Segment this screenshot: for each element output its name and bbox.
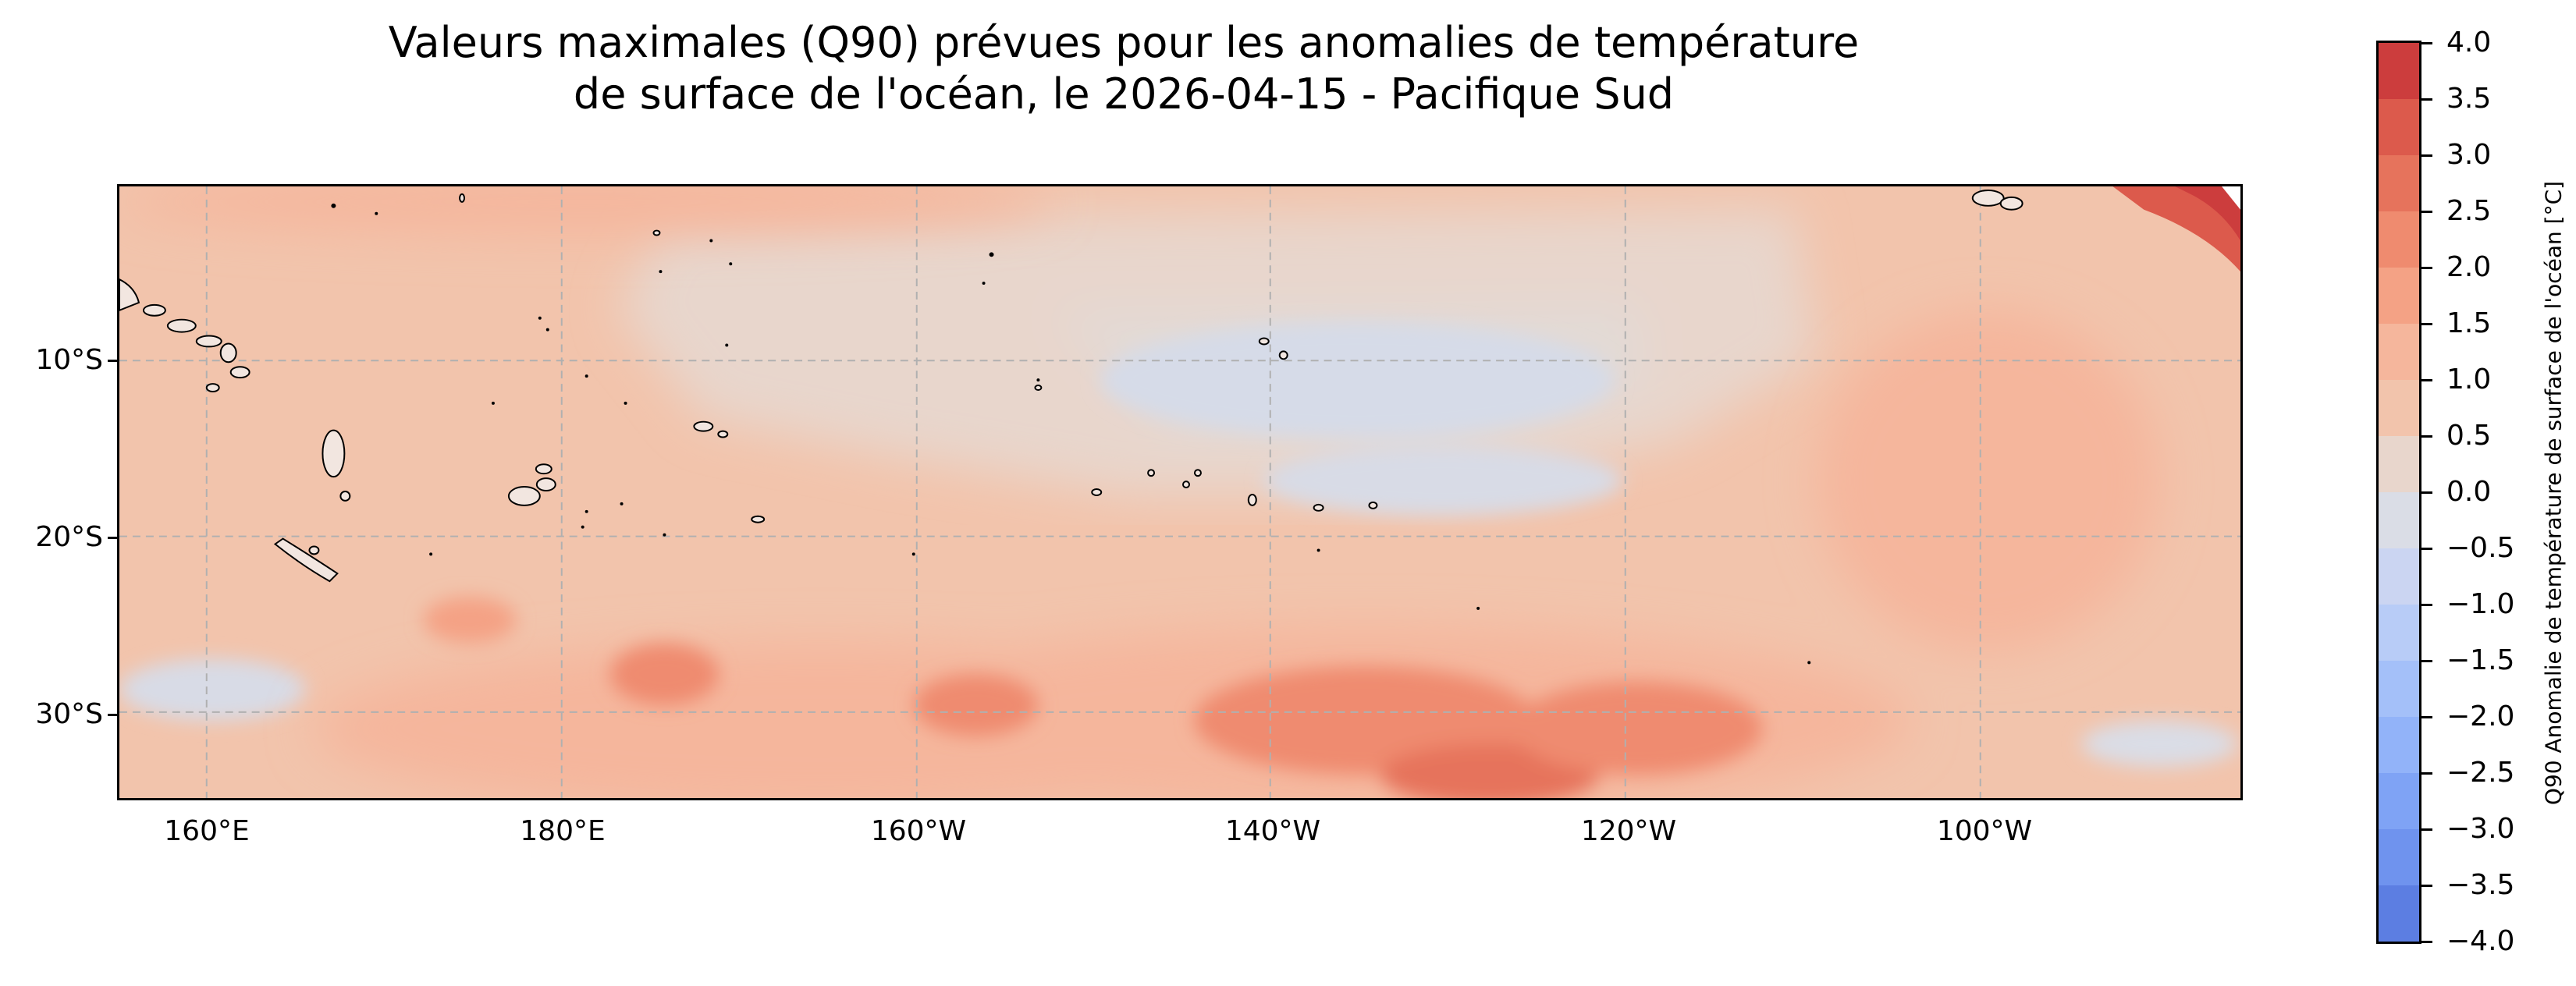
colorbar-segment [2379,324,2419,380]
colorbar-tick [2421,154,2432,157]
colorbar-segment [2379,155,2419,211]
title-line-2: de surface de l'océan, le 2026-04-15 - P… [573,69,1675,119]
colorbar-segment [2379,885,2419,942]
lat-tick-20s [108,537,117,539]
colorbar-tick-label: −3.0 [2446,813,2515,845]
hot-anomaly-zone [423,596,1763,798]
colorbar-segment [2379,661,2419,717]
colorbar-tick [2421,772,2432,775]
colorbar-tick [2421,379,2432,381]
small-atolls [331,203,1811,665]
colorbar-tick-label: −1.5 [2446,644,2515,676]
colorbar-segment [2379,829,2419,885]
gridlines [119,186,2240,798]
lon-label-140w: 140°W [1224,815,1321,847]
colorbar-tick [2421,491,2432,494]
colorbar-tick-label: 0.0 [2446,476,2492,508]
colorbar-segment [2379,43,2419,99]
lon-label-100w: 100°W [1936,815,2033,847]
colorbar-tick [2421,885,2432,887]
colorbar-tick [2421,941,2432,943]
colorbar-tick [2421,98,2432,101]
colorbar-tick [2421,660,2432,662]
coastal-anomaly [2112,186,2240,272]
colorbar-tick [2421,716,2432,718]
colorbar-segment [2379,548,2419,605]
colorbar-tick-label: 0.5 [2446,420,2492,452]
colorbar-tick-label: 4.0 [2446,27,2492,59]
island-outlines [119,189,2023,583]
colorbar-tick-label: 3.5 [2446,83,2492,115]
colorbar-segment [2379,773,2419,829]
colorbar-segment [2379,380,2419,436]
colorbar-segment [2379,268,2419,324]
cool-anomaly-zone [119,321,2238,768]
chart-title: Valeurs maximales (Q90) prévues pour les… [117,17,2130,120]
colorbar-tick [2421,604,2432,606]
title-line-1: Valeurs maximales (Q90) prévues pour les… [388,18,1860,67]
lat-label-20s: 20°S [35,521,103,553]
colorbar-tick-label: −1.0 [2446,588,2515,620]
colorbar-tick [2421,435,2432,438]
colorbar-tick [2421,548,2432,550]
colorbar-segment [2379,717,2419,773]
lon-label-160w: 160°W [870,815,967,847]
colorbar-title: Q90 Anomalie de température de surface d… [2540,180,2567,806]
colorbar-segment [2379,605,2419,661]
colorbar-tick-label: −2.5 [2446,757,2515,789]
sst-anomaly-map [119,186,2240,798]
colorbar-tick-label: 3.0 [2446,139,2492,171]
colorbar-tick [2421,323,2432,325]
colorbar-tick-label: −3.5 [2446,869,2515,901]
colorbar-segment [2379,436,2419,492]
colorbar [2376,41,2421,944]
lat-label-10s: 10°S [35,344,103,376]
colorbar-tick-label: 2.5 [2446,195,2492,227]
colorbar-tick [2421,42,2432,44]
lat-label-30s: 30°S [35,698,103,730]
colorbar-tick [2421,828,2432,831]
colorbar-tick-label: −2.0 [2446,700,2515,732]
lat-tick-30s [108,714,117,716]
colorbar-segment [2379,492,2419,548]
colorbar-tick-label: 1.5 [2446,307,2492,339]
colorbar-segment [2379,99,2419,155]
colorbar-tick-label: −0.5 [2446,532,2515,564]
colorbar-tick [2421,211,2432,213]
map-plot-area [117,184,2243,800]
lat-tick-10s [108,360,117,362]
lon-label-180e: 180°E [520,815,606,847]
lon-label-120w: 120°W [1580,815,1677,847]
colorbar-segment [2379,211,2419,268]
colorbar-tick [2421,267,2432,269]
lon-label-160e: 160°E [164,815,250,847]
colorbar-tick-label: 1.0 [2446,364,2492,395]
colorbar-tick-label: 2.0 [2446,251,2492,283]
colorbar-tick-label: −4.0 [2446,925,2515,957]
